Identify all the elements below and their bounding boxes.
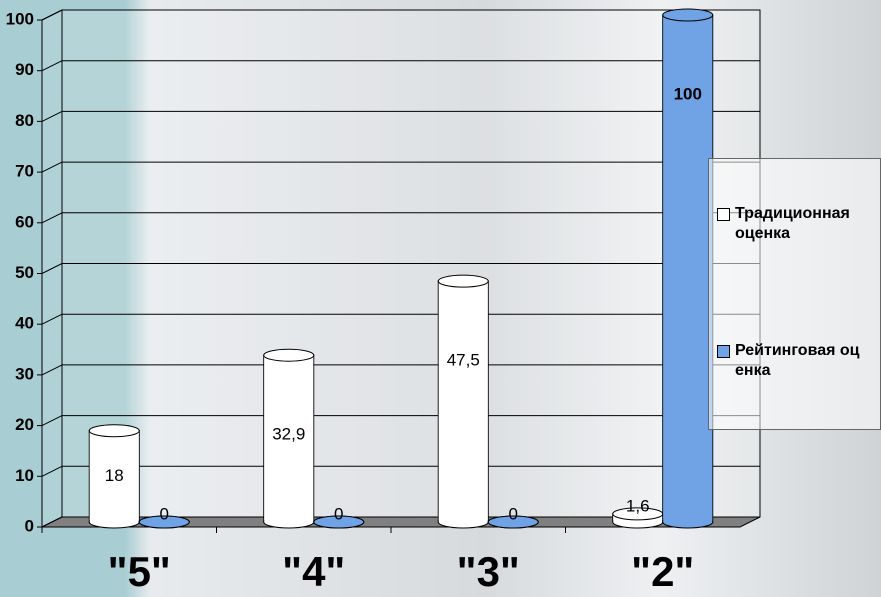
y-tick-label: 20 (15, 415, 34, 434)
grid-line (41, 212, 63, 224)
legend-item: Рейтинговая оценка (717, 341, 877, 381)
cylinder-cover (663, 15, 713, 522)
data-label: 1,6 (626, 496, 650, 515)
y-tick-label: 70 (15, 162, 34, 181)
data-label: 100 (674, 84, 702, 103)
cylinder-cover (264, 355, 314, 522)
y-tick-label: 80 (15, 111, 34, 130)
y-tick-label: 30 (15, 364, 34, 383)
y-tick-label: 40 (15, 314, 34, 333)
data-label: 0 (509, 504, 518, 523)
y-tick-label: 60 (15, 212, 34, 231)
grid-line (41, 313, 63, 325)
grid-line (41, 415, 63, 427)
cylinder-top (662, 8, 714, 22)
legend: Традиционная оценка Рейтинговая оценка (708, 158, 881, 430)
cylinder-top (437, 274, 489, 288)
cylinder-cover (438, 281, 488, 522)
grid-line (41, 465, 63, 477)
grid-line (41, 263, 63, 274)
cylinder-top (138, 515, 190, 529)
cylinder-top (88, 424, 140, 438)
x-tick-label: "4" (282, 548, 345, 595)
legend-item: Традиционная оценка (717, 204, 877, 244)
cylinder-top (487, 515, 539, 529)
legend-label: Традиционная оценка (735, 205, 850, 242)
data-label: 32,9 (272, 425, 305, 444)
cylinder-cover (89, 430, 139, 522)
data-label: 18 (105, 466, 124, 485)
grid-line (41, 110, 63, 122)
data-label: 0 (334, 504, 343, 523)
data-label: 0 (160, 504, 169, 523)
grid-line (41, 9, 63, 21)
legend-label: Рейтинговая оценка (735, 342, 860, 379)
legend-swatch (717, 208, 730, 221)
grid-line (41, 364, 63, 376)
cylinder-top (313, 515, 365, 529)
legend-swatch (717, 345, 730, 358)
y-tick-label: 10 (15, 466, 34, 485)
cylinder-top (263, 348, 315, 362)
y-tick-label: 100 (6, 9, 34, 28)
y-tick-label: 50 (15, 263, 34, 282)
x-tick-label: "2" (631, 548, 694, 595)
grid-line (41, 60, 63, 72)
y-tick-label: 90 (15, 60, 34, 79)
grid-line (41, 161, 63, 173)
y-tick-label: 0 (25, 516, 34, 535)
data-label: 47,5 (447, 351, 480, 370)
x-tick-label: "3" (457, 548, 520, 595)
x-tick-label: "5" (108, 548, 171, 595)
